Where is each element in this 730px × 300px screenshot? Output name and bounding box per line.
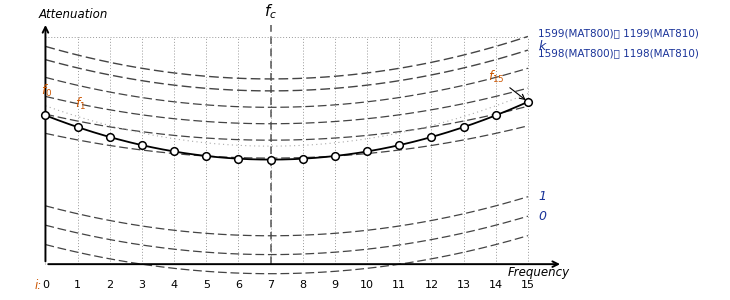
Text: $f_{15}$: $f_{15}$ — [488, 69, 525, 99]
Text: 3: 3 — [139, 280, 145, 290]
Text: 15: 15 — [521, 280, 535, 290]
Text: Frequency: Frequency — [508, 266, 570, 279]
Text: i:: i: — [35, 279, 42, 292]
Text: 13: 13 — [456, 280, 471, 290]
Text: 1599(MAT800)、 1199(MAT810): 1599(MAT800)、 1199(MAT810) — [539, 28, 699, 38]
Text: 0: 0 — [42, 280, 49, 290]
Text: 1: 1 — [74, 280, 81, 290]
Text: 12: 12 — [424, 280, 439, 290]
Text: 9: 9 — [331, 280, 339, 290]
Text: 6: 6 — [235, 280, 242, 290]
Text: 1: 1 — [539, 190, 547, 203]
Text: 14: 14 — [488, 280, 503, 290]
Text: 1598(MAT800)、 1198(MAT810): 1598(MAT800)、 1198(MAT810) — [539, 48, 699, 58]
Text: 0: 0 — [539, 210, 547, 223]
Text: k: k — [539, 40, 545, 53]
Text: 2: 2 — [107, 280, 113, 290]
Text: $f_c$: $f_c$ — [264, 2, 277, 21]
Text: 7: 7 — [267, 280, 274, 290]
Text: Attenuation: Attenuation — [39, 8, 108, 21]
Text: 11: 11 — [392, 280, 407, 290]
Text: $f_1$: $f_1$ — [75, 96, 86, 112]
Text: 4: 4 — [171, 280, 177, 290]
Text: 10: 10 — [360, 280, 374, 290]
Text: $f_0$: $f_0$ — [41, 83, 53, 99]
Text: 5: 5 — [203, 280, 210, 290]
Text: 8: 8 — [299, 280, 307, 290]
